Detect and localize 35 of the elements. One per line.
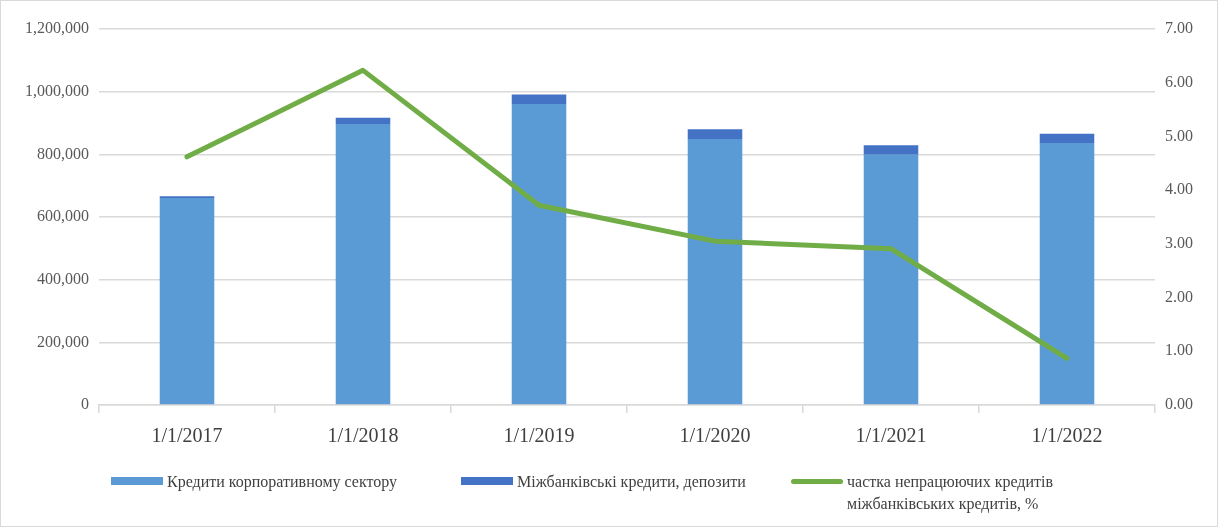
legend-label: Кредити корпоративному сектору [167,472,398,493]
bar [335,123,391,405]
y2-tick-label: 2.00 [1165,287,1193,305]
bar [1039,133,1095,144]
bar [159,197,215,405]
y2-tick-label: 1.00 [1165,341,1193,359]
bar [863,154,919,405]
y-tick-label: 0 [81,395,89,413]
y-tick-label: 200,000 [37,332,89,350]
y2-tick-label: 6.00 [1165,72,1193,90]
x-tick-label: 1/1/2018 [327,424,399,447]
y2-tick-label: 0.00 [1165,395,1193,413]
y-tick-label: 800,000 [37,144,89,162]
y-tick-label: 400,000 [37,269,89,287]
y-tick-label: 600,000 [37,207,89,225]
y-tick-label: 1,000,000 [25,81,89,99]
x-tick-label: 1/1/2021 [855,424,927,447]
bar [687,129,743,139]
y2-tick-label: 7.00 [1165,19,1193,37]
bar [511,94,567,104]
x-tick-label: 1/1/2017 [151,424,223,447]
y2-tick-label: 3.00 [1165,234,1193,252]
legend-label: Міжбанківські кредити, депозити [517,472,746,493]
y2-tick-label: 5.00 [1165,126,1193,144]
y2-tick-label: 4.00 [1165,180,1193,198]
legend-label: частка непрацюючих кредитів міжбанківських кредитів, % [847,472,1055,515]
bar [511,103,567,405]
bar [687,138,743,405]
x-tick-label: 1/1/2022 [1031,424,1103,447]
bar [335,117,391,124]
x-tick-label: 1/1/2020 [679,424,751,447]
bar [863,145,919,155]
x-tick-label: 1/1/2019 [503,424,575,447]
bar [1039,143,1095,405]
y-tick-label: 1,200,000 [25,19,89,37]
